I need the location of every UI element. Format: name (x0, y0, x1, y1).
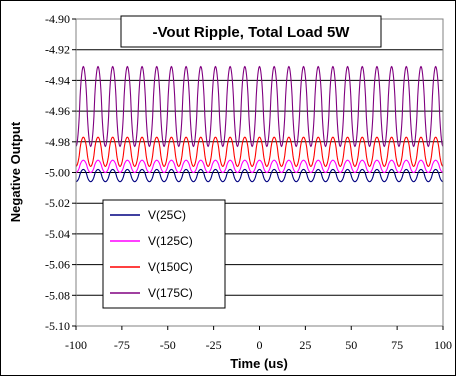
y-axis-title: Negative Output (8, 121, 23, 222)
legend-label: V(150C) (148, 260, 193, 274)
legend-label: V(175C) (148, 286, 193, 300)
y-axis-ticks: -4.90 -4.92 -4.94 -4.96 -4.98 -5.00 -5.02 -5.04… (45, 12, 76, 333)
y-tick-label: -5.00 (45, 166, 70, 180)
y-tick-label: -5.06 (45, 258, 70, 272)
series-line-v-125c- (75, 159, 444, 174)
chart-title-background (120, 15, 382, 48)
x-tick-label: -50 (160, 338, 176, 352)
x-axis-ticks: -100 -75 -50 -25 0 25 50 75 100 (65, 326, 452, 352)
x-tick-label: 25 (299, 338, 311, 352)
y-tick-label: -4.98 (45, 135, 70, 149)
chart-title: -Vout Ripple, Total Load 5W (153, 24, 351, 41)
legend: V(25C) V(125C) V(150C) V(175C) (102, 199, 226, 309)
series-line-v-25c- (75, 168, 444, 183)
y-tick-label: -5.10 (45, 319, 70, 333)
legend-label: V(125C) (148, 234, 193, 248)
x-tick-label: 75 (391, 338, 403, 352)
y-tick-label: -4.96 (45, 104, 70, 118)
legend-box (102, 199, 226, 309)
x-axis-title: Time (us) (230, 356, 288, 371)
legend-label: V(25C) (148, 208, 186, 222)
y-tick-label: -4.94 (45, 73, 70, 87)
series-layer (75, 65, 444, 183)
series-line-v-175c- (75, 65, 444, 148)
y-tick-label: -5.08 (45, 288, 70, 302)
x-tick-label: -25 (206, 338, 222, 352)
y-tick-label: -4.92 (45, 43, 70, 57)
chart-title-box: -Vout Ripple, Total Load 5W (120, 15, 382, 48)
y-tick-label: -4.90 (45, 12, 70, 26)
x-tick-label: -100 (65, 338, 87, 352)
x-tick-label: -75 (114, 338, 130, 352)
x-tick-label: 0 (257, 338, 263, 352)
x-tick-label: 100 (434, 338, 452, 352)
x-tick-label: 50 (345, 338, 357, 352)
y-tick-label: -5.04 (45, 227, 70, 241)
series-line-v-150c- (75, 136, 444, 167)
y-tick-label: -5.02 (45, 196, 70, 210)
